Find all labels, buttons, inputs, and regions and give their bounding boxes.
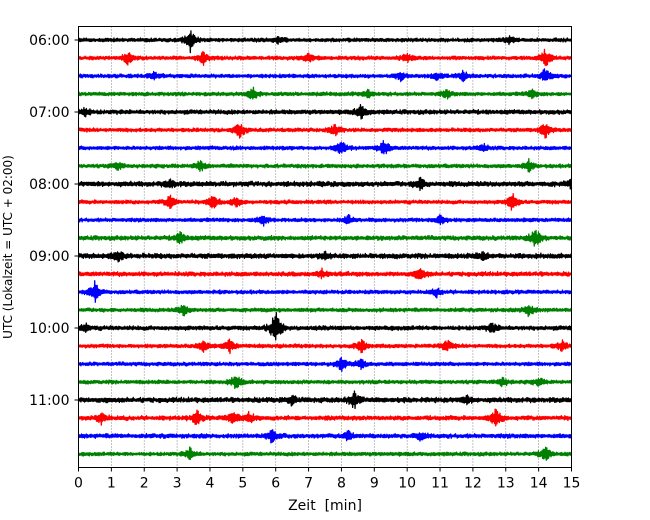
trace-row-1030 — [77, 356, 573, 372]
trace-row-0900 — [77, 250, 573, 263]
x-axis-label: Zeit [min] — [288, 498, 362, 514]
plot-frame — [78, 26, 572, 468]
trace-row-1115 — [77, 408, 573, 427]
x-tick-label: 7 — [304, 476, 313, 492]
trace-row-1145 — [77, 446, 573, 461]
x-tick-label: 13 — [497, 476, 515, 492]
trace-row-0830 — [77, 213, 573, 227]
y-tick-label: 09:00 — [29, 249, 69, 265]
x-tick-label: 12 — [464, 476, 482, 492]
x-tick-label: 4 — [206, 476, 215, 492]
x-tick-label: 11 — [431, 476, 449, 492]
trace-row-0615 — [77, 48, 573, 67]
y-axis-ticks: 06:00 07:00 08:00 09:00 10:00 11:00 — [29, 33, 79, 409]
y-tick-label: 06:00 — [29, 33, 69, 49]
trace-row-0815 — [77, 192, 573, 211]
x-tick-label: 8 — [337, 476, 346, 492]
y-axis-label: UTC (Lokalzeit = UTC + 02:00) — [1, 155, 15, 339]
trace-row-0715 — [77, 123, 573, 139]
y-tick-label: 08:00 — [29, 177, 69, 193]
trace-row-0745 — [77, 158, 573, 173]
x-tick-label: 2 — [140, 476, 149, 492]
x-tick-label: 1 — [107, 476, 116, 492]
trace-row-0915 — [77, 267, 573, 280]
trace-row-0800 — [77, 176, 573, 192]
x-tick-label: 15 — [563, 476, 581, 492]
trace-row-0630 — [77, 68, 573, 83]
trace-row-0600 — [77, 30, 573, 54]
y-tick-label: 11:00 — [29, 393, 69, 409]
x-tick-label: 14 — [530, 476, 548, 492]
trace-row-0730 — [77, 140, 573, 155]
trace-row-0645 — [77, 86, 573, 100]
trace-row-1000 — [77, 311, 573, 341]
trace-row-0930 — [77, 280, 573, 303]
trace-row-1130 — [77, 429, 573, 444]
x-tick-label: 5 — [238, 476, 247, 492]
trace-row-1100 — [77, 390, 573, 410]
trace-row-0945 — [77, 304, 573, 318]
trace-row-1015 — [77, 338, 573, 355]
trace-row-1045 — [77, 376, 573, 390]
x-axis-ticks: 0 1 2 3 4 5 6 7 8 9 10 11 12 13 14 15 — [74, 467, 581, 492]
trace-row-0845 — [77, 229, 573, 247]
x-tick-label: 6 — [271, 476, 280, 492]
y-tick-label: 10:00 — [29, 321, 69, 337]
x-tick-label: 3 — [173, 476, 182, 492]
y-tick-label: 07:00 — [29, 105, 69, 121]
trace-row-0700 — [77, 104, 573, 120]
x-tick-label: 0 — [74, 476, 83, 492]
x-tick-label: 9 — [370, 476, 379, 492]
x-tick-label: 10 — [398, 476, 416, 492]
seismogram-traces — [77, 30, 573, 461]
